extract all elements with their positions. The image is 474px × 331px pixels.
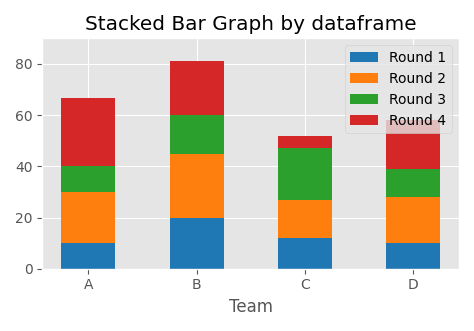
- Bar: [61, 166, 115, 192]
- Bar: [170, 61, 224, 115]
- Bar: [170, 115, 224, 154]
- Bar: [386, 120, 440, 169]
- Bar: [170, 154, 224, 217]
- Bar: [278, 200, 332, 238]
- Legend: Round 1, Round 2, Round 3, Round 4: Round 1, Round 2, Round 3, Round 4: [345, 45, 452, 133]
- Bar: [278, 148, 332, 200]
- Bar: [386, 243, 440, 269]
- Bar: [61, 243, 115, 269]
- Bar: [278, 238, 332, 269]
- Bar: [170, 217, 224, 269]
- Bar: [61, 192, 115, 243]
- Bar: [386, 169, 440, 197]
- Title: Stacked Bar Graph by dataframe: Stacked Bar Graph by dataframe: [85, 15, 417, 34]
- Bar: [278, 136, 332, 148]
- Bar: [61, 99, 115, 166]
- Bar: [386, 197, 440, 243]
- X-axis label: Team: Team: [228, 298, 273, 316]
